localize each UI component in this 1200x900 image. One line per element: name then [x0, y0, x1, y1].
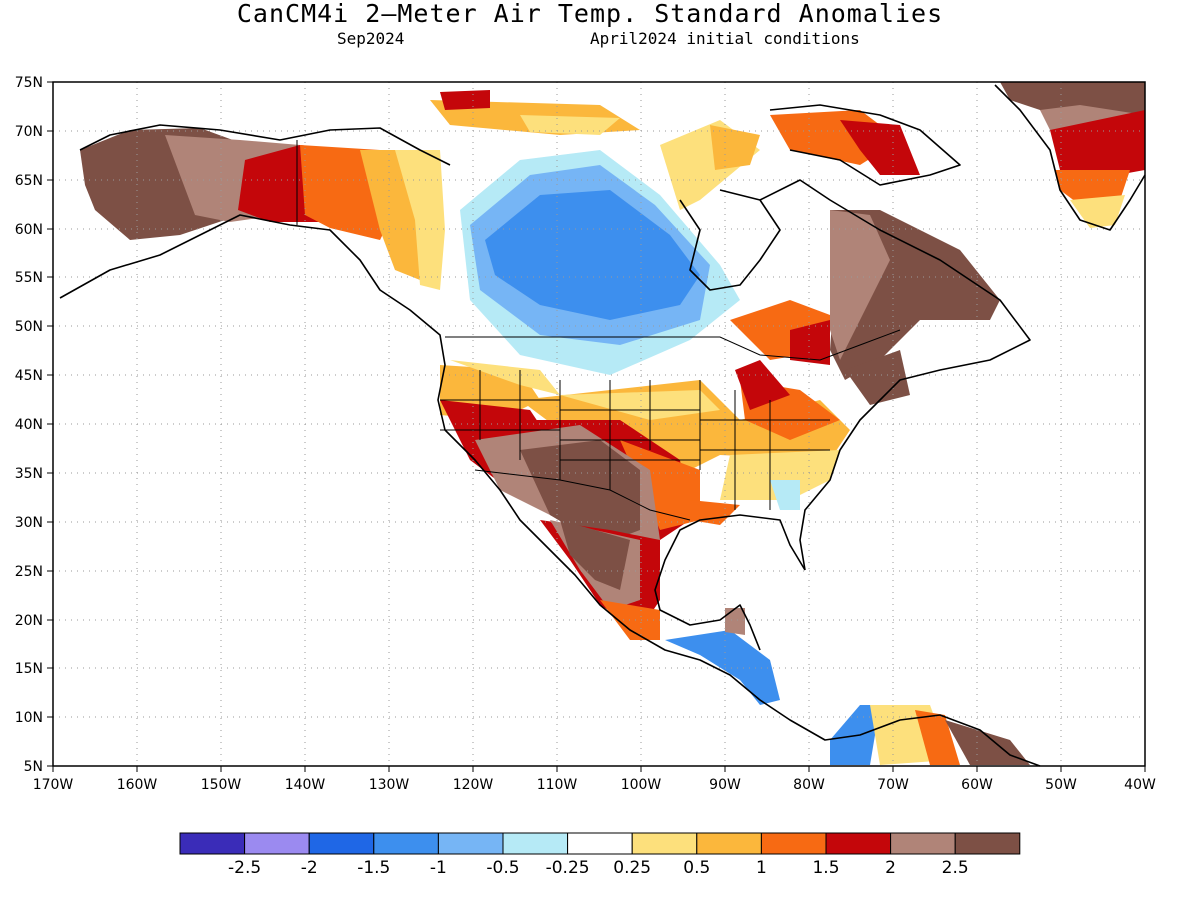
- lon-label: 60W: [961, 777, 993, 790]
- coastlines: [59, 84, 1146, 767]
- lat-label: 5N: [24, 759, 43, 775]
- legend-label: 0.25: [613, 858, 651, 878]
- legend-bin: [825, 832, 892, 855]
- region-centralamerica-blue: [665, 630, 780, 705]
- lat-label: 50N: [15, 319, 43, 335]
- region-venezuela-orange: [915, 710, 960, 765]
- legend-label: -0.5: [486, 858, 519, 878]
- lon-label: 80W: [793, 777, 825, 790]
- lat-labels: 75N 70N 65N 60N 55N 50N 45N 40N 35N 30N …: [15, 75, 43, 775]
- map-title: CanCM4i 2—Meter Air Temp. Standard Anoma…: [236, 0, 944, 28]
- initial-conditions-label: April2024 initial conditions: [590, 29, 860, 48]
- region-greenland-red: [1050, 110, 1145, 180]
- legend-bins: [179, 832, 1021, 855]
- lon-label: 90W: [709, 777, 741, 790]
- coast-alaska: [59, 214, 1041, 767]
- lat-label: 25N: [15, 564, 43, 580]
- region-gulfcoast-orange: [690, 500, 740, 525]
- coast-greenland: [994, 84, 1146, 231]
- coast-alaska-north: [79, 124, 451, 166]
- region-mexico-brown: [560, 520, 630, 590]
- color-legend: -2.5 -2 -1.5 -1 -0.5 -0.25 0.25 0.5 1 1.…: [179, 832, 1021, 878]
- lon-labels: 170W 160W 150W 140W 130W 120W 110W 100W …: [33, 777, 1156, 790]
- legend-label: -0.25: [546, 858, 590, 878]
- legend-label: -1.5: [357, 858, 390, 878]
- forecast-month: Sep2024: [337, 29, 405, 48]
- region-labrador-tan: [830, 210, 890, 360]
- lat-label: 65N: [15, 173, 43, 189]
- legend-label: -1: [430, 858, 447, 878]
- lat-label: 60N: [15, 222, 43, 238]
- legend-label: 0.5: [683, 858, 710, 878]
- legend-bin: [890, 832, 956, 855]
- lon-label: 160W: [117, 777, 158, 790]
- legend-bin: [179, 832, 246, 855]
- legend-bin: [567, 832, 633, 855]
- legend-bin: [244, 832, 310, 855]
- region-greenland-yellow: [1070, 195, 1125, 228]
- legend-bin: [954, 832, 1021, 855]
- lat-label: 15N: [15, 661, 43, 677]
- political-boundaries: [296, 140, 901, 521]
- legend-label: -2.5: [228, 858, 261, 878]
- lon-label: 70W: [877, 777, 909, 790]
- lat-label: 75N: [15, 75, 43, 91]
- axis-ticks: [47, 81, 1146, 772]
- anomaly-map: 75N 70N 65N 60N 55N 50N 45N 40N 35N 30N …: [15, 75, 1156, 790]
- lat-label: 40N: [15, 417, 43, 433]
- region-southwest-orange: [620, 440, 700, 530]
- legend-labels: -2.5 -2 -1.5 -1 -0.5 -0.25 0.25 0.5 1 1.…: [228, 858, 969, 878]
- coast-gulf: [654, 514, 806, 651]
- legend-bin: [502, 832, 569, 855]
- region-canada-blue2: [485, 190, 700, 320]
- legend-label: 2: [885, 858, 896, 878]
- region-arctic-red: [440, 90, 490, 110]
- lon-label: 40W: [1124, 777, 1156, 790]
- lat-label: 30N: [15, 515, 43, 531]
- state-lines: [440, 370, 830, 510]
- legend-bin: [696, 832, 762, 855]
- legend-bin: [631, 832, 698, 855]
- legend-bin: [760, 832, 827, 855]
- lon-label: 130W: [369, 777, 410, 790]
- region-baffin-red: [840, 120, 920, 175]
- lon-label: 100W: [621, 777, 662, 790]
- lon-label: 140W: [285, 777, 326, 790]
- region-newengland-brown: [845, 350, 910, 405]
- legend-label: 1.5: [812, 858, 839, 878]
- region-quebec-orange: [710, 125, 760, 170]
- us-canada-border: [445, 329, 901, 361]
- lat-label: 35N: [15, 466, 43, 482]
- region-west-yellow: [450, 360, 560, 395]
- legend-label: 1: [756, 858, 767, 878]
- legend-bin: [437, 832, 504, 855]
- region-plains-yellow: [560, 390, 720, 420]
- coast-hudson: [679, 189, 781, 291]
- lon-label: 150W: [201, 777, 242, 790]
- lat-label: 45N: [15, 368, 43, 384]
- legend-bin: [373, 832, 439, 855]
- region-yucatan-tan: [725, 608, 745, 635]
- anomaly-fill-layer: [80, 82, 1145, 765]
- lon-label: 120W: [453, 777, 494, 790]
- lon-label: 110W: [537, 777, 578, 790]
- legend-bin: [308, 832, 375, 855]
- region-greatlakes-red: [735, 360, 790, 410]
- region-nwt-yellow: [395, 150, 445, 290]
- region-ontario-red: [790, 320, 830, 365]
- legend-label: -2: [301, 858, 318, 878]
- lat-label: 20N: [15, 613, 43, 629]
- lat-label: 70N: [15, 124, 43, 140]
- coast-baffin: [769, 104, 961, 186]
- region-southeast-yellow: [720, 450, 840, 500]
- region-arctic-yellow: [520, 115, 620, 135]
- lat-label: 10N: [15, 710, 43, 726]
- graticule: [53, 82, 1145, 766]
- region-southeast-lightblue: [770, 480, 800, 510]
- lon-label: 50W: [1045, 777, 1077, 790]
- lon-label: 170W: [33, 777, 74, 790]
- legend-label: 2.5: [942, 858, 969, 878]
- lat-label: 55N: [15, 270, 43, 286]
- coast-east: [759, 179, 1031, 571]
